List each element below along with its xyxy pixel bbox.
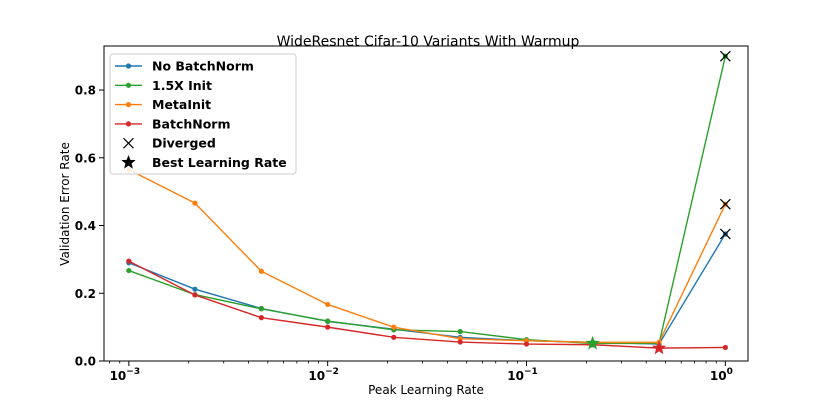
x-tick-label-0: 10−3 — [110, 367, 141, 383]
series-3-point-2 — [258, 315, 264, 321]
series-1-point-0 — [126, 267, 132, 274]
legend-star-icon — [121, 155, 136, 169]
legend-label-0: No BatchNorm — [152, 59, 254, 74]
x-tick-label-1: 10−2 — [308, 367, 339, 383]
diverged-marker-1-stroke-b — [719, 50, 731, 62]
series-line-3 — [128, 260, 726, 349]
series-3-point-3 — [325, 324, 331, 330]
series-1-point-5 — [457, 328, 463, 335]
legend-label-5: Best Learning Rate — [152, 155, 287, 170]
series-2-point-1 — [192, 200, 198, 206]
series-3-point-5 — [457, 339, 463, 345]
y-axis-label: Validation Error Rate — [58, 142, 72, 266]
series-3-point-1 — [192, 292, 198, 298]
legend-diverged-icon — [123, 137, 134, 149]
legend-label-4: Diverged — [152, 136, 216, 151]
legend-label-1: 1.5X Init — [152, 78, 212, 93]
diverged-marker-0 — [719, 228, 731, 240]
legend-marker-0 — [125, 63, 132, 69]
diverged-marker-2 — [719, 198, 731, 210]
best-lr-star-3 — [651, 340, 667, 355]
legend-marker-1 — [125, 82, 132, 88]
y-tick-label-4: 0.8 — [75, 84, 96, 98]
legend-label-3: BatchNorm — [152, 116, 231, 131]
series-2-point-2 — [258, 268, 264, 274]
series-1-point-2 — [258, 306, 264, 312]
legend-marker-2 — [125, 102, 132, 108]
chart-title: WideResnet Cifar-10 Variants With Warmup — [277, 34, 580, 50]
y-tick-label-3: 0.6 — [75, 151, 96, 165]
diverged-marker-2-stroke-b — [719, 198, 731, 210]
diverged-marker-1 — [719, 50, 731, 62]
legend-label-2: MetaInit — [152, 97, 211, 112]
diverged-marker-0-stroke-b — [719, 228, 731, 240]
series-0-point-1 — [192, 286, 198, 292]
series-line-1 — [128, 56, 727, 345]
series-2-point-4 — [391, 324, 397, 330]
series-3-point-9 — [722, 344, 728, 351]
plot-frame — [103, 45, 749, 362]
y-tick-label-2: 0.4 — [75, 219, 96, 233]
series-line-2 — [128, 169, 726, 344]
series-3-point-4 — [391, 334, 397, 340]
x-tick-label-3: 100 — [710, 367, 733, 383]
series-2-point-3 — [325, 301, 331, 308]
legend-diverged-icon-stroke-b — [123, 137, 134, 149]
x-tick-label-2: 10−1 — [507, 367, 538, 383]
y-tick-label-1: 0.2 — [75, 287, 96, 301]
x-axis-label: Peak Learning Rate — [368, 383, 484, 397]
series-3-point-6 — [523, 341, 530, 347]
series-1-point-3 — [325, 318, 331, 324]
series-3-point-0 — [126, 258, 132, 264]
legend-marker-3 — [125, 121, 132, 127]
y-tick-label-0: 0.0 — [75, 355, 96, 369]
legend-box — [109, 53, 297, 175]
best-lr-star-1 — [585, 335, 600, 350]
